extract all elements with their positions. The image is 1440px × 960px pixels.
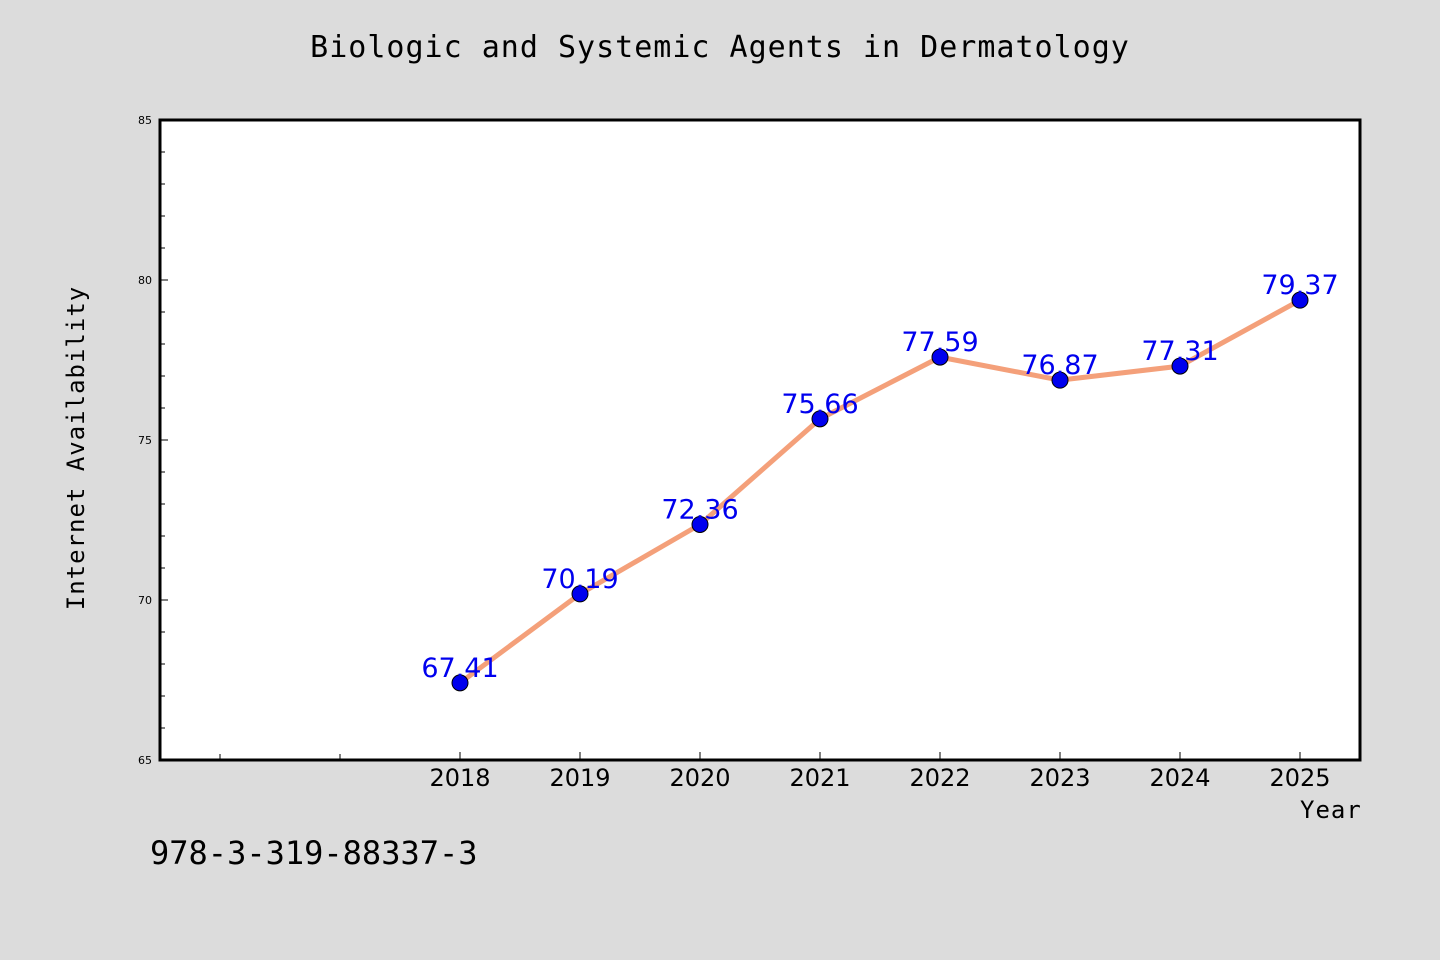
x-tick-label: 2022 [909,764,970,792]
plot-frame [158,118,1362,762]
data-label: 75.66 [781,389,858,420]
data-label: 67.41 [421,653,498,684]
y-tick-label: 80 [138,274,152,287]
x-tick-label: 2019 [549,764,610,792]
data-point [1171,357,1189,375]
y-tick-label: 85 [138,114,152,127]
x-axis-label: Year [1300,796,1362,824]
x-tick-label: 2021 [789,764,850,792]
footnote-isbn: 978-3-319-88337-3 [150,834,478,872]
series-line [457,297,1303,686]
data-point [451,674,469,692]
y-tick-label: 75 [138,434,152,447]
data-label: 76.87 [1021,350,1098,381]
data-point [1291,291,1309,309]
data-point [931,348,949,366]
data-point [571,585,589,603]
data-point [811,410,829,428]
x-tick-label: 2023 [1029,764,1090,792]
data-label: 77.31 [1141,336,1218,367]
data-label: 79.37 [1261,270,1338,301]
data-point [1051,371,1069,389]
data-point [691,515,709,533]
chart-title: Biologic and Systemic Agents in Dermatol… [310,30,1130,65]
x-tick-label: 2020 [669,764,730,792]
data-label: 77.59 [901,327,978,358]
x-tick-label: 2025 [1269,764,1330,792]
data-label: 72.36 [661,494,738,525]
x-tick-label: 2024 [1149,764,1210,792]
data-label: 70.19 [541,564,618,595]
y-tick-label: 70 [138,594,152,607]
y-tick-label: 65 [138,754,152,767]
x-tick-label: 2018 [429,764,490,792]
